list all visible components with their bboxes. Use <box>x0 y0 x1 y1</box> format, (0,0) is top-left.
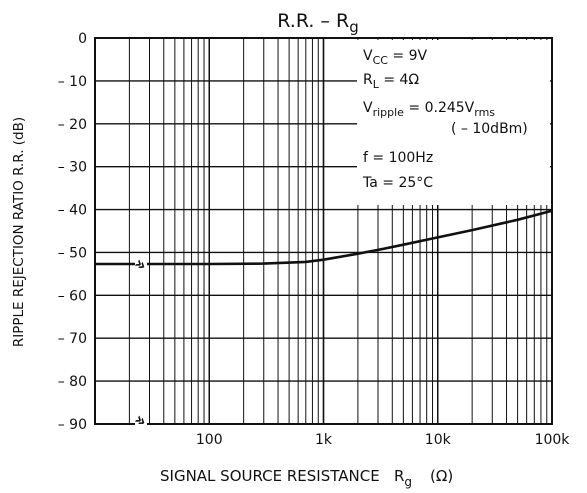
y-tick-label: – 50 <box>58 245 87 261</box>
break-mark-axis: » <box>130 409 150 432</box>
x-axis-label-unit: (Ω) <box>430 467 453 485</box>
x-tick-label: 100 <box>196 432 223 448</box>
conditions-box <box>357 40 550 205</box>
break-mark-curve-mask <box>135 256 147 273</box>
condition-value: = 0.245V <box>404 100 475 116</box>
y-tick-label: – 20 <box>58 117 87 133</box>
y-tick-label: – 40 <box>58 203 87 219</box>
condition-unit-subscript: rms <box>474 106 495 119</box>
x-axis-label-sub: g <box>404 475 412 489</box>
condition-subscript: L <box>373 78 380 91</box>
chart-title-base: R.R. – R <box>277 10 349 32</box>
condition-symbol: f <box>363 150 369 166</box>
condition-subscript: CC <box>373 54 389 67</box>
condition-symbol: V <box>363 100 373 116</box>
plot-frame <box>94 37 553 425</box>
condition-line: f = 100Hz <box>363 150 433 166</box>
condition-line: ( – 10dBm) <box>451 121 528 137</box>
x-axis-label-base: SIGNAL SOURCE RESISTANCE R <box>160 467 404 485</box>
condition-symbol: R <box>363 72 373 88</box>
y-tick-label: – 70 <box>58 331 87 347</box>
x-tick-label: 1k <box>315 432 333 448</box>
condition-value: ( – 10dBm) <box>451 121 528 137</box>
chart-title: R.R. – Rg <box>277 10 358 36</box>
y-tick-label: – 10 <box>58 74 87 90</box>
condition-value: = 9V <box>388 48 428 64</box>
grid <box>94 37 553 425</box>
condition-value: = 4Ω <box>379 72 420 88</box>
series-line <box>95 209 553 266</box>
condition-line: Vripple = 0.245Vrms <box>363 100 495 119</box>
y-axis-label: RIPPLE REJECTION RATIO R.R. (dB) <box>11 117 27 347</box>
condition-symbol: Ta <box>362 175 378 191</box>
axis-breaks: »» <box>130 254 150 433</box>
condition-subscript: ripple <box>373 106 405 119</box>
tick-labels: 0 – 10 – 20 – 30 – 40 – 50 – 60 – 70 – 80 – 90 100… <box>58 31 571 448</box>
x-axis-label: SIGNAL SOURCE RESISTANCE Rg (Ω) <box>160 467 453 489</box>
y-tick-label: 0 <box>78 31 87 47</box>
y-tick-label: – 60 <box>58 288 87 304</box>
x-tick-label: 10k <box>425 432 452 448</box>
condition-line: RL = 4Ω <box>363 72 419 91</box>
break-mark-axis-mask <box>135 412 147 428</box>
y-tick-label: – 90 <box>58 417 87 433</box>
x-tick-label: 100k <box>535 432 571 448</box>
condition-value: = 25°C <box>378 175 433 191</box>
condition-symbol: V <box>363 48 373 64</box>
condition-line: VCC = 9V <box>363 48 427 67</box>
chart-title-sub: g <box>349 18 359 36</box>
condition-value: = 100Hz <box>368 150 433 166</box>
y-tick-label: – 80 <box>58 374 87 390</box>
condition-line: Ta = 25°C <box>362 175 433 191</box>
y-tick-label: – 30 <box>58 160 87 176</box>
